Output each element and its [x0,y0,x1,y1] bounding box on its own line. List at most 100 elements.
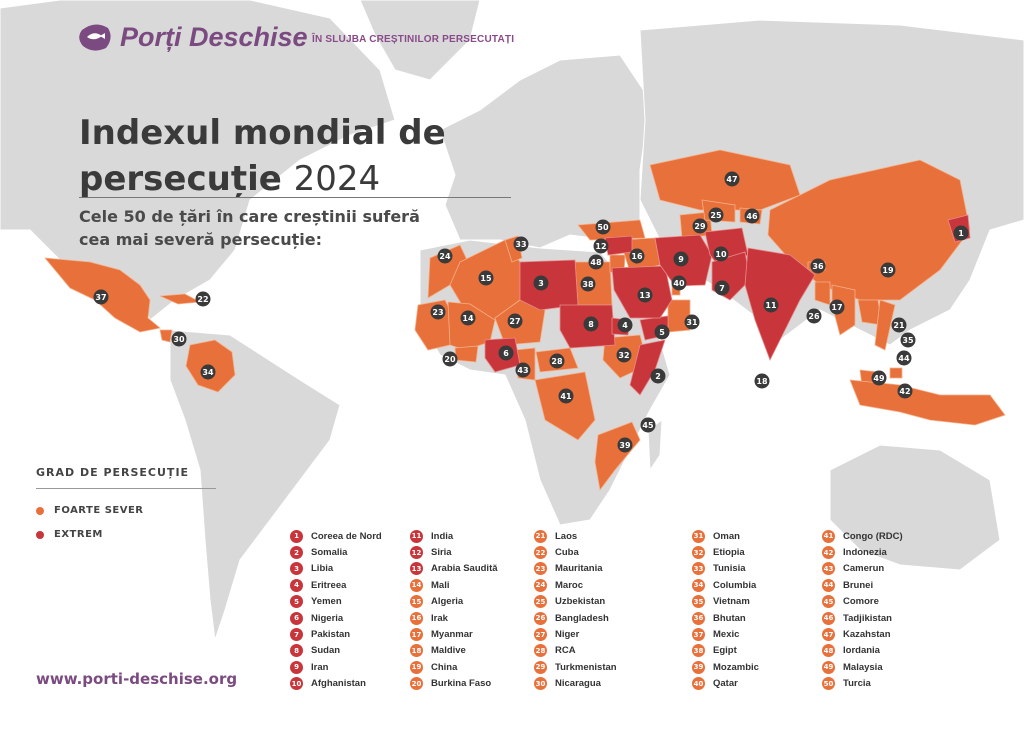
rank-badge: 50 [822,677,835,691]
australia [829,444,1001,571]
svg-text:33: 33 [515,240,526,249]
map-rank-marker: 39 [617,437,633,453]
svg-text:34: 34 [202,368,214,377]
map-rank-marker: 1 [953,225,969,241]
country-list-item: 35 Vietnam [692,594,817,610]
country-list-item: 32 Etiopia [692,544,817,560]
map-rank-marker: 7 [714,280,730,296]
svg-text:11: 11 [765,301,777,310]
svg-text:43: 43 [517,366,528,375]
country-name: Etiopia [713,547,745,559]
svg-text:18: 18 [756,377,768,386]
svg-text:25: 25 [710,211,722,220]
country-name: Qatar [713,678,738,690]
country-name: Oman [713,530,740,542]
country-name: Cuba [555,547,579,559]
country-list-column: 11 India 12 Siria 13 Arabia Saudită 14 Mali 15 Al… [410,528,535,692]
svg-text:9: 9 [678,255,684,264]
svg-text:27: 27 [509,317,520,326]
map-rank-marker: 50 [595,219,611,235]
country-name: Yemen [311,596,342,608]
country-list-item: 46 Tadjikistan [822,610,947,626]
svg-text:49: 49 [873,374,885,383]
legend-title: GRAD DE PERSECUȚIE [36,466,190,479]
country-list-column: 21 Laos 22 Cuba 23 Mauritania 24 Maroc 25 Uzbekis… [534,528,659,692]
brand-tagline: ÎN SLUJBA CREȘTINILOR PERSECUTAȚI [312,34,515,45]
map-rank-marker: 43 [515,362,531,378]
map-rank-marker: 48 [588,254,604,270]
country-list-item: 42 Indonezia [822,544,947,560]
country-list-item: 7 Pakistan [290,626,415,642]
rank-badge: 12 [410,546,423,560]
svg-text:39: 39 [619,441,631,450]
map-rank-marker: 8 [583,316,599,332]
country-name: Coreea de Nord [311,530,382,542]
rank-badge: 7 [290,628,303,642]
rank-badge: 44 [822,578,835,592]
map-rank-marker: 42 [897,383,913,399]
map-rank-marker: 34 [200,364,216,380]
country-name: Kazahstan [843,629,891,641]
country-india [744,247,816,361]
map-rank-marker: 9 [673,251,689,267]
rank-badge: 11 [410,529,423,543]
country-name: Mali [431,579,450,591]
madagascar [647,418,663,472]
country-list-item: 23 Mauritania [534,561,659,577]
country-list-item: 6 Nigeria [290,610,415,626]
svg-text:37: 37 [95,293,106,302]
country-name: Congo (RDC) [843,530,903,542]
country-list-item: 2 Somalia [290,544,415,560]
rank-badge: 30 [534,677,547,691]
country-list-item: 5 Yemen [290,594,415,610]
svg-text:5: 5 [659,328,665,337]
map-rank-marker: 21 [891,317,907,333]
country-drc [534,371,596,441]
rank-badge: 39 [692,660,705,674]
title-year: 2024 [293,159,381,199]
country-list-item: 3 Libia [290,561,415,577]
website-link[interactable]: www.porti-deschise.org [36,670,238,688]
country-name: Mexic [713,629,740,641]
rank-badge: 48 [822,644,835,658]
rank-badge: 17 [410,628,423,642]
map-rank-marker: 17 [829,299,845,315]
rank-badge: 49 [822,660,835,674]
rank-badge: 10 [290,677,303,691]
country-list-item: 4 Eritreea [290,577,415,593]
svg-text:21: 21 [893,321,905,330]
map-rank-marker: 41 [558,388,574,404]
country-list-item: 39 Mozambic [692,659,817,675]
country-list-item: 25 Uzbekistan [534,594,659,610]
rank-badge: 37 [692,628,705,642]
svg-text:20: 20 [444,355,456,364]
map-rank-marker: 12 [593,238,609,254]
country-list-item: 19 China [410,659,535,675]
country-list-item: 11 India [410,528,535,544]
map-rank-marker: 16 [629,248,645,264]
svg-text:14: 14 [462,314,474,323]
country-list-item: 31 Oman [692,528,817,544]
svg-text:29: 29 [694,222,706,231]
country-name: Camerun [843,563,885,575]
country-name: Malaysia [843,661,883,673]
country-brunei [889,367,903,379]
rank-badge: 4 [290,578,303,592]
country-list-item: 41 Congo (RDC) [822,528,947,544]
country-name: Iran [311,661,329,673]
country-name: Libia [311,563,334,575]
country-name: Myanmar [431,629,473,641]
rank-badge: 31 [692,529,705,543]
country-name: Sudan [311,645,341,657]
country-name: Pakistan [311,629,351,641]
country-list-item: 50 Turcia [822,676,947,692]
country-burkina-faso [454,345,479,363]
country-list-item: 49 Malaysia [822,659,947,675]
brand-logo[interactable]: Porți Deschise [78,22,308,52]
country-name: Mozambic [713,661,759,673]
country-name: Algeria [431,596,464,608]
svg-text:45: 45 [642,421,654,430]
svg-text:44: 44 [898,354,910,363]
svg-text:41: 41 [560,392,572,401]
